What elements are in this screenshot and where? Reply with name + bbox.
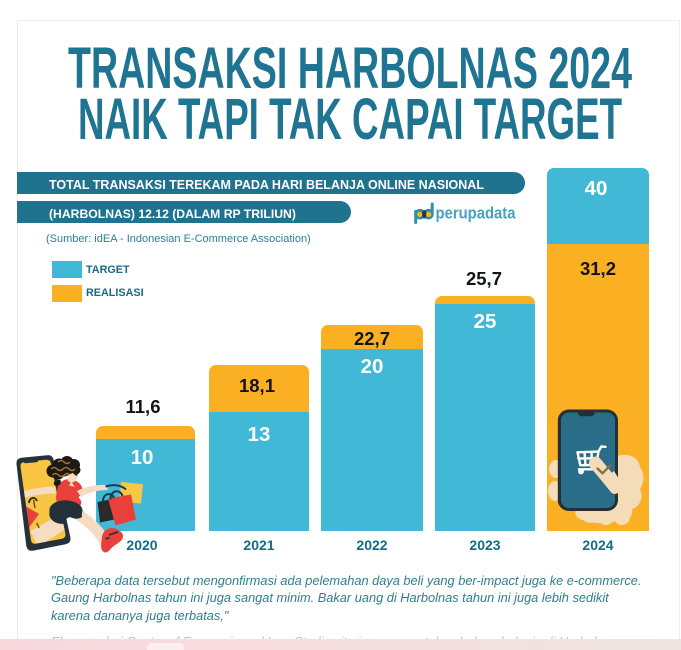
svg-text:NAIK TAPI TAK CAPAI TARGET: NAIK TAPI TAK CAPAI TARGET bbox=[78, 87, 622, 152]
svg-text:perupadata: perupadata bbox=[436, 205, 517, 223]
svg-text:TRANSAKSI HARBOLNAS 2024: TRANSAKSI HARBOLNAS 2024 bbox=[68, 36, 632, 101]
